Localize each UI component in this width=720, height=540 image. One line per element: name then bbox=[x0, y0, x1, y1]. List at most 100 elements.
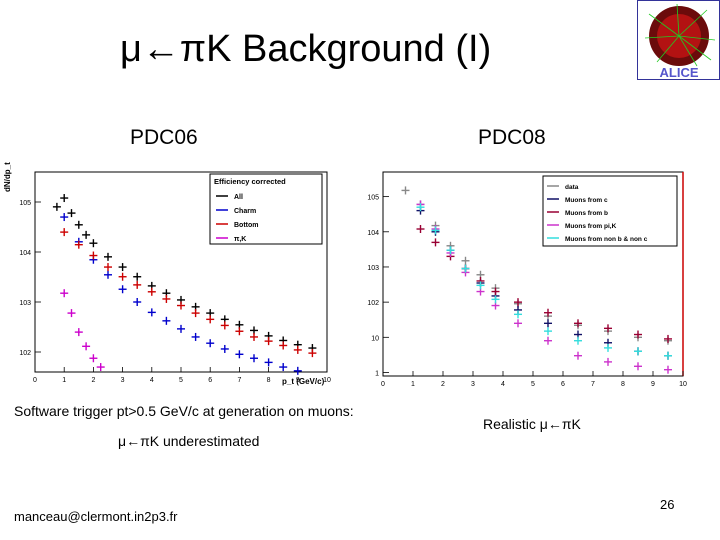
data-point bbox=[574, 319, 582, 328]
legend-entry: Bottom bbox=[234, 222, 259, 229]
slide-title: μ←πK Background (I) bbox=[120, 28, 492, 70]
data-point bbox=[604, 324, 612, 333]
x-tick-label: 3 bbox=[121, 377, 125, 384]
underestimated-note: μ←πK underestimated bbox=[118, 433, 260, 449]
data-point bbox=[431, 226, 440, 235]
data-point bbox=[104, 252, 112, 261]
legend-entry: Muons from non b & non c bbox=[565, 236, 648, 243]
x-tick-label: 6 bbox=[561, 381, 565, 388]
data-point bbox=[544, 319, 552, 328]
data-point bbox=[235, 350, 244, 359]
x-tick-label: 7 bbox=[591, 381, 595, 388]
page-number: 26 bbox=[660, 497, 675, 512]
data-point bbox=[514, 319, 522, 328]
y-tick-label: 10 bbox=[371, 335, 379, 342]
data-point bbox=[60, 289, 69, 298]
data-point bbox=[104, 270, 112, 279]
x-tick-label: 1 bbox=[411, 381, 415, 388]
data-point bbox=[60, 194, 69, 203]
x-tick-label: 6 bbox=[208, 377, 212, 384]
data-point bbox=[60, 213, 69, 222]
data-point bbox=[461, 256, 470, 265]
data-point bbox=[147, 287, 156, 296]
x-tick-label: 1 bbox=[62, 377, 66, 384]
data-point bbox=[634, 362, 642, 371]
data-point bbox=[118, 285, 127, 294]
x-tick-label: 2 bbox=[91, 377, 95, 384]
data-point bbox=[133, 298, 142, 306]
data-point bbox=[133, 280, 142, 289]
x-tick-label: 5 bbox=[179, 377, 183, 384]
data-point bbox=[177, 301, 185, 310]
x-tick-label: 9 bbox=[296, 377, 300, 384]
legend-entry: Muons from c bbox=[565, 197, 608, 204]
legend-entry: Muons from b bbox=[565, 210, 608, 217]
data-point bbox=[491, 287, 500, 296]
data-point bbox=[82, 342, 91, 351]
pdc06-plot: 0 1 2 3 4 5 6 7 8 9 10 102 103 104 105 Efficiency cor… bbox=[0, 162, 338, 394]
x-tick-label: 3 bbox=[471, 381, 475, 388]
data-point bbox=[60, 228, 69, 237]
data-point bbox=[250, 332, 258, 341]
data-point bbox=[67, 209, 76, 218]
pdc08-legend: data Muons from c Muons from b Muons from p… bbox=[542, 175, 678, 247]
x-tick-label: 5 bbox=[531, 381, 535, 388]
x-tick-label: 2 bbox=[441, 381, 445, 388]
data-point bbox=[574, 351, 582, 360]
y-tick-label: 105 bbox=[19, 200, 31, 207]
data-point bbox=[74, 220, 83, 229]
x-tick-label: 10 bbox=[679, 381, 687, 388]
data-point bbox=[461, 264, 470, 273]
legend-entry: data bbox=[565, 184, 579, 191]
y-tick-label: 104 bbox=[19, 250, 31, 257]
right-plot-label: PDC08 bbox=[478, 126, 546, 149]
data-point bbox=[74, 240, 83, 249]
data-point bbox=[416, 225, 425, 234]
data-point bbox=[74, 328, 83, 337]
data-point bbox=[52, 202, 61, 211]
data-point bbox=[250, 354, 258, 363]
data-point bbox=[293, 345, 302, 354]
data-point bbox=[89, 354, 98, 363]
data-point bbox=[89, 251, 98, 260]
pdc06-xlabel: p_t (GeV/c) bbox=[282, 377, 325, 386]
legend-entry: All bbox=[234, 194, 243, 201]
data-point bbox=[604, 357, 612, 366]
data-point bbox=[279, 363, 288, 372]
legend-entry: Charm bbox=[234, 208, 256, 215]
data-point bbox=[82, 230, 91, 239]
x-tick-label: 9 bbox=[651, 381, 655, 388]
data-point bbox=[293, 366, 302, 375]
x-tick-label: 4 bbox=[150, 377, 154, 384]
legend-title: Efficiency corrected bbox=[214, 177, 286, 186]
y-tick-label: 104 bbox=[367, 230, 379, 237]
data-point bbox=[235, 327, 244, 336]
data-point bbox=[476, 281, 485, 290]
data-point bbox=[416, 203, 425, 212]
footer-email: manceau@clermont.in2p3.fr bbox=[14, 509, 178, 524]
trigger-note: Software trigger pt>0.5 GeV/c at generat… bbox=[14, 403, 354, 419]
y-tick-label: 102 bbox=[367, 300, 379, 307]
x-tick-label: 0 bbox=[33, 377, 37, 384]
x-tick-label: 8 bbox=[621, 381, 625, 388]
data-point bbox=[544, 336, 552, 345]
data-point bbox=[191, 309, 200, 318]
data-point bbox=[162, 316, 171, 325]
data-point bbox=[664, 334, 672, 343]
y-tick-label: 1 bbox=[375, 370, 379, 377]
legend-entry: π,K bbox=[234, 236, 246, 243]
data-point bbox=[514, 298, 522, 307]
data-point bbox=[544, 308, 552, 317]
data-point bbox=[89, 239, 98, 248]
data-point bbox=[514, 310, 522, 319]
data-point bbox=[634, 330, 642, 339]
data-point bbox=[147, 308, 156, 317]
data-point bbox=[264, 358, 273, 367]
x-tick-label: 10 bbox=[323, 377, 331, 384]
data-point bbox=[401, 186, 410, 195]
data-point bbox=[634, 347, 642, 356]
x-tick-label: 7 bbox=[237, 377, 241, 384]
pdc06-legend: Efficiency corrected All Charm Bottom π,K bbox=[209, 173, 323, 245]
data-point bbox=[491, 295, 500, 304]
data-point bbox=[104, 263, 112, 272]
